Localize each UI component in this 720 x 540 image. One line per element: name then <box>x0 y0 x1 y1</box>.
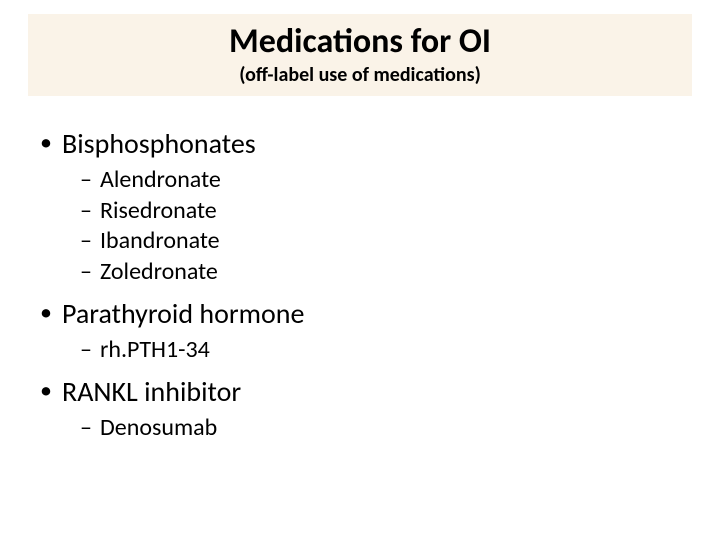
list-item: Risedronate <box>40 196 680 227</box>
item-label: Ibandronate <box>100 226 220 255</box>
item-label: Alendronate <box>100 165 221 194</box>
list-item: rh.PTH1-34 <box>40 335 680 366</box>
section-label: Bisphosphonates <box>62 126 256 161</box>
item-label: Denosumab <box>100 413 217 442</box>
section-heading: Bisphosphonates <box>40 126 680 161</box>
item-label: Zoledronate <box>100 257 218 286</box>
list-item: Denosumab <box>40 413 680 444</box>
item-label: rh.PTH1-34 <box>100 335 210 364</box>
slide-subtitle: (off-label use of medications) <box>239 63 481 87</box>
section-heading: Parathyroid hormone <box>40 296 680 331</box>
section-label: Parathyroid hormone <box>62 296 304 331</box>
list-item: Ibandronate <box>40 226 680 257</box>
content-area: Bisphosphonates Alendronate Risedronate … <box>40 118 680 443</box>
slide-title: Medications for OI <box>229 23 491 60</box>
title-band: Medications for OI (off-label use of med… <box>28 14 692 96</box>
item-label: Risedronate <box>100 196 217 225</box>
section-label: RANKL inhibitor <box>62 374 241 409</box>
section-heading: RANKL inhibitor <box>40 374 680 409</box>
list-item: Alendronate <box>40 165 680 196</box>
list-item: Zoledronate <box>40 257 680 288</box>
